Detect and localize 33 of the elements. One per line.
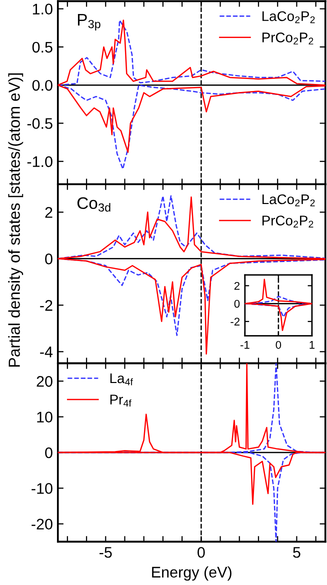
y-tick-label: 20: [36, 376, 52, 387]
y-tick-label: 0: [45, 447, 52, 458]
x-tick-label: 0: [198, 546, 205, 558]
y-tick-label: -20: [32, 518, 52, 530]
x-tick-label: 5: [293, 547, 300, 558]
y-tick-label: 0.5: [32, 42, 52, 53]
y-tick-label: 2: [45, 207, 52, 218]
legend-label: La$_{4f}$: [110, 373, 133, 386]
y-axis-title: Partial density of states [states/(atom eV)]: [8, 73, 24, 367]
y-tick-label: 0: [45, 254, 52, 264]
legend-label: PrCo$_{2}$P$_{2}$: [262, 216, 314, 228]
y-tick-label: -4: [40, 346, 53, 358]
legend-label: LaCo$_{2}$P$_{2}$: [262, 194, 315, 206]
annotation: P$_{3p}$: [78, 14, 100, 31]
y-tick-label: 2: [234, 282, 240, 290]
y-tick-label: -2: [230, 318, 240, 326]
x-axis-title: Energy (eV): [152, 566, 232, 581]
legend-label: Pr$_{4f}$: [110, 394, 132, 407]
legend-label: LaCo$_{2}$P$_{2}$: [262, 11, 315, 24]
y-tick-label: 10: [37, 412, 52, 422]
y-tick-label: -10: [32, 483, 52, 494]
x-tick-label: -5: [100, 547, 112, 558]
y-tick-label: 0: [234, 300, 240, 308]
annotation: Co$_{3d}$: [77, 197, 110, 212]
y-tick-label: -2: [40, 300, 52, 311]
x-tick-label: 1: [310, 341, 315, 349]
x-tick-label: -1: [240, 341, 250, 349]
y-tick-label: 0.0: [32, 80, 52, 91]
legend-label: PrCo$_{2}$P$_{2}$: [262, 32, 314, 44]
y-tick-label: 1.0: [32, 4, 52, 14]
y-tick-label: -0.5: [27, 118, 52, 129]
x-tick-label: 0: [276, 340, 282, 349]
y-tick-label: -1.0: [27, 156, 52, 168]
